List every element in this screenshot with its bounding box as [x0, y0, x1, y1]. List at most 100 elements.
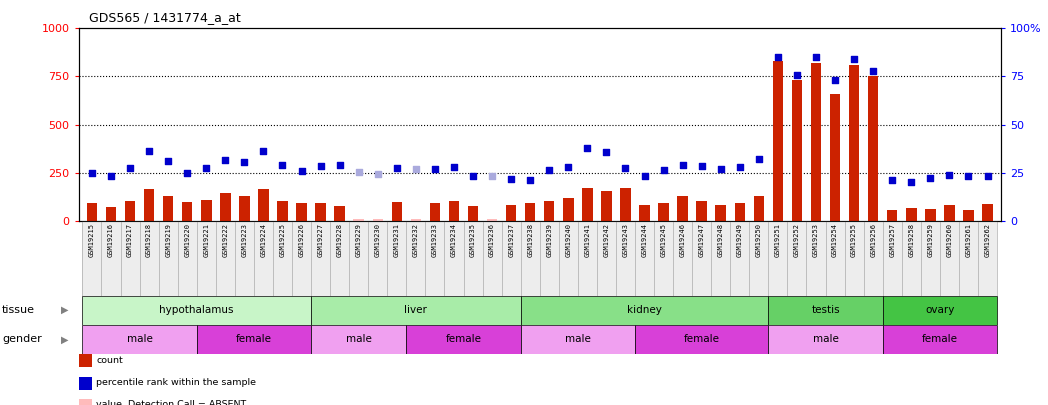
Bar — [791, 80, 802, 221]
Bar — [521, 296, 768, 325]
Text: GSM19249: GSM19249 — [737, 223, 743, 257]
Bar — [487, 219, 498, 221]
Bar — [425, 221, 444, 296]
Point — [236, 159, 253, 165]
Point — [217, 157, 234, 163]
Point — [140, 148, 157, 155]
Text: testis: testis — [811, 305, 839, 315]
Text: GSM19248: GSM19248 — [718, 223, 724, 257]
Bar — [849, 65, 859, 221]
Bar — [882, 221, 901, 296]
Bar — [868, 77, 878, 221]
Text: female: female — [922, 335, 958, 344]
Bar — [278, 201, 288, 221]
Text: percentile rank within the sample: percentile rank within the sample — [96, 378, 257, 387]
Point — [979, 173, 996, 180]
Bar — [959, 221, 978, 296]
Point — [865, 67, 881, 74]
Bar — [368, 221, 388, 296]
Point — [655, 166, 672, 173]
Text: GSM19260: GSM19260 — [946, 223, 953, 257]
Bar — [882, 296, 997, 325]
Bar — [982, 205, 992, 221]
Bar — [239, 196, 249, 221]
Bar — [311, 221, 330, 296]
Text: count: count — [96, 356, 124, 364]
Text: GSM19258: GSM19258 — [909, 223, 914, 257]
Bar — [754, 196, 764, 221]
Bar — [216, 221, 235, 296]
Bar — [882, 325, 997, 354]
Bar — [826, 221, 845, 296]
Bar — [201, 200, 212, 221]
Point — [674, 162, 691, 168]
Point — [750, 156, 767, 162]
Point — [694, 163, 711, 169]
Point — [103, 173, 119, 180]
Point — [503, 176, 520, 183]
Bar — [272, 221, 292, 296]
Text: GSM19259: GSM19259 — [927, 223, 934, 257]
Bar — [768, 325, 882, 354]
Text: GSM19241: GSM19241 — [585, 223, 590, 257]
Bar — [768, 296, 882, 325]
Point — [541, 166, 558, 173]
Bar — [521, 221, 540, 296]
Bar — [125, 201, 135, 221]
Point — [960, 172, 977, 179]
Text: GSM19215: GSM19215 — [89, 223, 95, 257]
Point — [827, 77, 844, 83]
Text: GSM19227: GSM19227 — [318, 223, 324, 257]
Text: GSM19222: GSM19222 — [222, 223, 228, 257]
Point — [275, 162, 291, 168]
Text: GSM19231: GSM19231 — [394, 223, 399, 257]
Bar — [563, 198, 573, 221]
Text: GSM19237: GSM19237 — [508, 223, 515, 257]
Text: male: male — [565, 335, 591, 344]
Bar — [349, 221, 368, 296]
Bar — [407, 325, 521, 354]
Point — [198, 164, 215, 171]
Point — [312, 163, 329, 169]
Text: hypothalamus: hypothalamus — [159, 305, 234, 315]
Bar — [178, 221, 197, 296]
Bar — [772, 61, 783, 221]
Bar — [730, 221, 749, 296]
Bar — [197, 221, 216, 296]
Bar — [735, 203, 745, 221]
Bar — [235, 221, 254, 296]
Point — [331, 162, 348, 168]
Text: GSM19226: GSM19226 — [299, 223, 305, 257]
Point — [369, 171, 386, 177]
Bar — [353, 219, 364, 221]
Bar — [106, 207, 116, 221]
Bar — [697, 201, 707, 221]
Bar — [544, 201, 554, 221]
Text: GSM19218: GSM19218 — [146, 223, 152, 257]
Bar — [944, 205, 955, 221]
Text: GSM19253: GSM19253 — [813, 223, 818, 257]
Point — [159, 158, 176, 164]
Text: gender: gender — [2, 335, 42, 344]
Bar — [83, 296, 311, 325]
Bar — [616, 221, 635, 296]
Text: GSM19261: GSM19261 — [965, 223, 971, 257]
Text: GSM19229: GSM19229 — [355, 223, 362, 257]
Point — [732, 164, 748, 170]
Text: GSM19256: GSM19256 — [870, 223, 876, 257]
Point — [255, 147, 271, 154]
Text: GSM19235: GSM19235 — [471, 223, 476, 257]
Point — [636, 173, 653, 180]
Text: GSM19223: GSM19223 — [241, 223, 247, 257]
Bar — [658, 203, 669, 221]
Bar — [292, 221, 311, 296]
Text: ovary: ovary — [925, 305, 955, 315]
Bar — [559, 221, 577, 296]
Bar — [162, 196, 173, 221]
Text: GSM19238: GSM19238 — [527, 223, 533, 257]
Bar — [197, 325, 311, 354]
Bar — [411, 219, 421, 221]
Bar — [901, 221, 921, 296]
Bar — [602, 191, 612, 221]
Point — [389, 164, 406, 171]
